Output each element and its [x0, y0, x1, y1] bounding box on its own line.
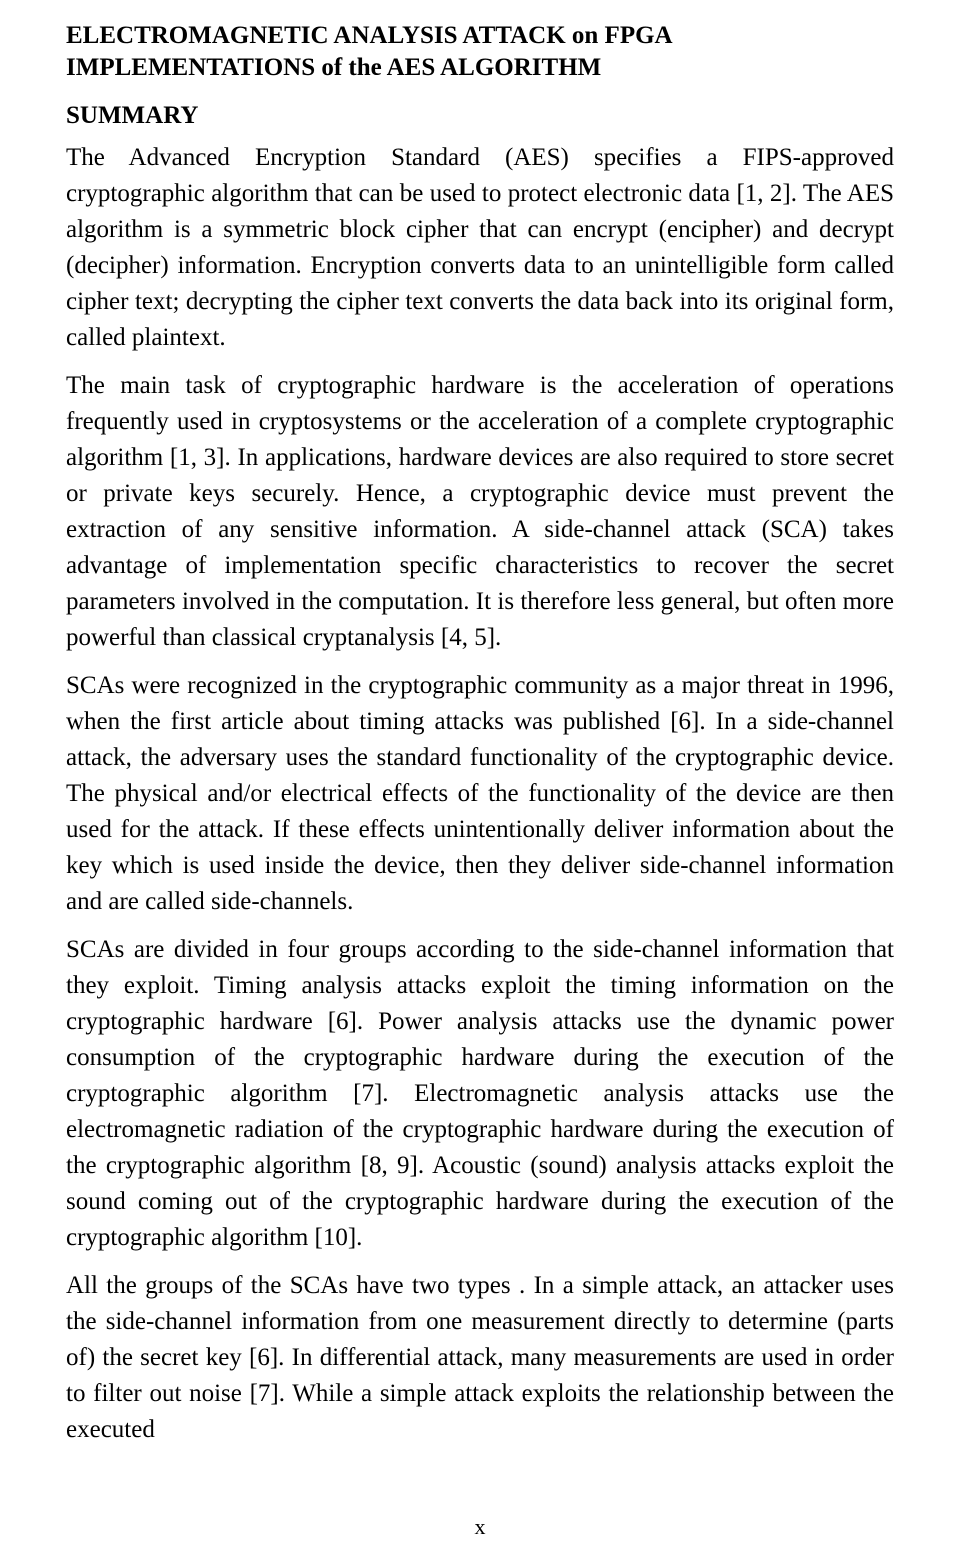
paragraph-2: The main task of cryptographic hardware …: [66, 368, 894, 656]
paragraph-1: The Advanced Encryption Standard (AES) s…: [66, 140, 894, 356]
title-line-1: ELECTROMAGNETIC ANALYSIS ATTACK on FPGA: [66, 20, 894, 52]
paragraph-4: SCAs are divided in four groups accordin…: [66, 932, 894, 1256]
paragraph-5: All the groups of the SCAs have two type…: [66, 1268, 894, 1448]
document-page: ELECTROMAGNETIC ANALYSIS ATTACK on FPGA …: [0, 0, 960, 1554]
page-number: x: [0, 1514, 960, 1540]
summary-heading: SUMMARY: [66, 102, 894, 130]
paragraph-3: SCAs were recognized in the cryptographi…: [66, 668, 894, 920]
title-line-2: IMPLEMENTATIONS of the AES ALGORITHM: [66, 52, 894, 84]
